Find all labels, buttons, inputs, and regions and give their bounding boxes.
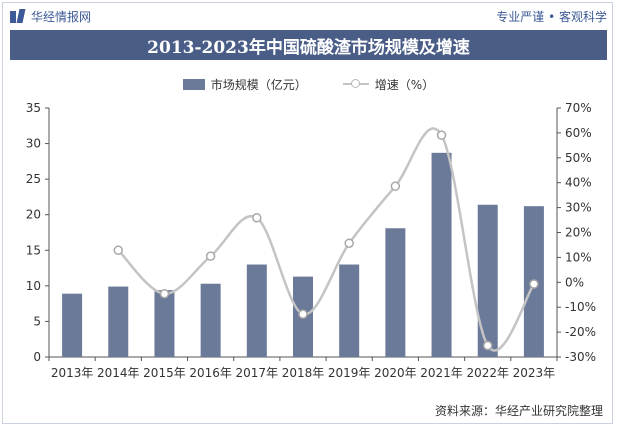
legend-item-market-size: 市场规模（亿元） xyxy=(182,76,307,93)
legend: 市场规模（亿元） 增速（%） xyxy=(0,74,617,94)
brand: 华经情报网 xyxy=(10,8,91,25)
chart-title: 2013-2023年中国硫酸渣市场规模及增速 xyxy=(147,37,470,58)
x-tick-label: 2022年 xyxy=(466,366,509,380)
legend-line-swatch xyxy=(342,78,369,90)
y-right-tick-label: 40% xyxy=(565,176,592,190)
x-tick-label: 2015年 xyxy=(143,366,186,380)
legend-item-growth: 增速（%） xyxy=(342,76,435,93)
bar xyxy=(431,152,452,357)
bar xyxy=(108,286,129,357)
x-tick-label: 2013年 xyxy=(51,366,94,380)
y-right-tick-label: -30% xyxy=(565,350,596,364)
chart-frame xyxy=(2,2,613,424)
y-right-tick-label: -10% xyxy=(565,300,596,314)
y-right-tick-label: 70% xyxy=(565,101,592,115)
y-left-tick-label: 30 xyxy=(26,137,41,151)
growth-point xyxy=(390,181,401,191)
legend-label-market-size: 市场规模（亿元） xyxy=(210,77,307,92)
y-left-tick-label: 0 xyxy=(33,350,41,364)
growth-point xyxy=(298,309,308,319)
growth-point xyxy=(344,238,354,248)
legend-bar-swatch xyxy=(182,78,205,90)
x-tick-label: 2017年 xyxy=(236,366,279,380)
y-right-tick-label: 30% xyxy=(565,201,592,215)
y-left-tick-label: 15 xyxy=(26,243,41,257)
y-left-tick-label: 20 xyxy=(26,208,41,222)
title-bar: 2013-2023年中国硫酸渣市场规模及增速 xyxy=(10,30,607,60)
x-tick-label: 2021年 xyxy=(420,366,463,380)
growth-point xyxy=(436,130,447,140)
x-tick-label: 2023年 xyxy=(513,366,556,380)
growth-point xyxy=(482,340,493,351)
x-tick-label: 2016年 xyxy=(189,366,232,380)
bar xyxy=(62,293,83,357)
y-left-tick-label: 25 xyxy=(26,172,41,186)
slogan: 专业严谨 • 客观科学 xyxy=(496,10,607,24)
legend-label-growth: 增速（%） xyxy=(374,77,435,92)
y-left-tick-label: 10 xyxy=(26,279,41,293)
bar xyxy=(385,228,406,357)
x-tick-label: 2014年 xyxy=(97,366,140,380)
y-right-tick-label: 60% xyxy=(565,126,592,140)
growth-point xyxy=(159,289,170,299)
x-tick-label: 2020年 xyxy=(374,366,417,380)
y-right-tick-label: 20% xyxy=(565,226,592,240)
x-tick-label: 2019年 xyxy=(328,366,371,380)
y-left-tick-label: 35 xyxy=(26,101,41,115)
growth-point xyxy=(205,251,216,261)
y-right-tick-label: 10% xyxy=(565,250,592,264)
growth-line xyxy=(117,127,535,352)
growth-point xyxy=(252,213,262,223)
brand-name: 华经情报网 xyxy=(31,10,92,24)
y-right-tick-label: 0% xyxy=(565,275,584,289)
y-right-tick-label: 50% xyxy=(565,151,592,165)
y-right-tick-label: -20% xyxy=(565,325,596,339)
growth-point xyxy=(529,279,539,289)
top-bar: 华经情报网 专业严谨 • 客观科学 xyxy=(10,6,607,28)
y-left-tick-label: 5 xyxy=(33,314,41,328)
bar xyxy=(200,283,221,357)
bar xyxy=(339,264,360,357)
bar xyxy=(154,290,175,357)
bar xyxy=(477,204,498,357)
growth-point xyxy=(113,245,124,255)
x-tick-label: 2018年 xyxy=(282,366,325,380)
bar xyxy=(246,264,267,357)
source-note: 资料来源：华经产业研究院整理 xyxy=(434,404,603,418)
brand-logo-icon xyxy=(10,9,26,24)
